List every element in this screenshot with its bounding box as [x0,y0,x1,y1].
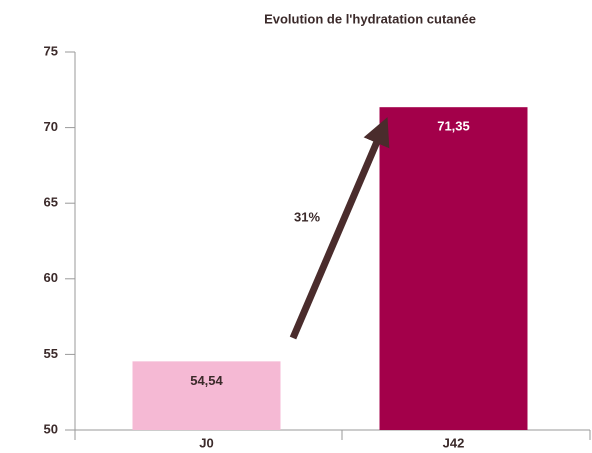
annotation: 31% [294,209,320,224]
y-tick-label: 50 [44,421,58,436]
y-tick-label: 60 [44,270,58,285]
value-label: 71,35 [437,119,470,134]
y-tick-label: 75 [44,43,58,58]
value-label: 54,54 [190,373,223,388]
bar [379,107,528,431]
y-tick-label: 70 [44,119,58,134]
x-tick-label: J42 [443,435,465,450]
bar [132,361,281,430]
x-tick-label: J0 [199,435,213,450]
y-tick-label: 65 [44,195,58,210]
arrow [289,117,390,340]
chart-title: Evolution de l'hydratation cutanée [264,11,476,26]
y-tick-label: 55 [44,346,58,361]
